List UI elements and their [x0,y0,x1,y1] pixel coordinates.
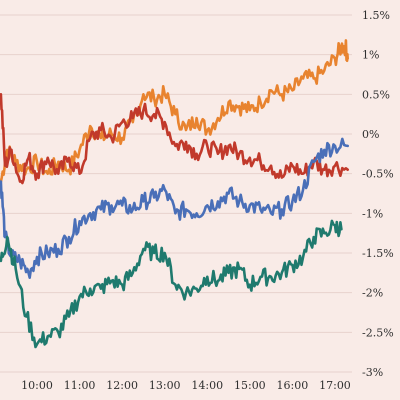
y-tick-label: -2% [362,287,383,300]
y-tick-label: 0% [362,128,379,141]
x-tick-label: 11:00 [64,379,96,392]
y-tick-label: 1.5% [362,9,390,22]
series-line-2 [0,93,350,185]
x-tick-label: 12:00 [106,379,138,392]
y-tick-label: -1.5% [362,247,394,260]
x-tick-label: 15:00 [234,379,266,392]
x-tick-label: 17:00 [319,379,351,392]
y-tick-label: 1% [362,49,379,62]
series-line-3 [0,137,350,280]
y-tick-label: -0.5% [362,168,394,181]
series-line-4 [0,219,343,349]
x-tick-label: 13:00 [149,379,181,392]
y-tick-label: -3% [362,366,383,379]
y-tick-label: 0.5% [362,88,390,101]
y-tick-label: -1% [362,207,383,220]
x-tick-label: 14:00 [191,379,223,392]
series-line-1 [0,39,350,183]
x-tick-label: 16:00 [277,379,309,392]
y-tick-label: -2.5% [362,326,394,339]
y-axis-tick-labels: 1.5% 1% 0.5% 0% -0.5% -1% -1.5% -2% -2.5% -3% [362,9,394,379]
series-lines [0,39,350,349]
x-axis-tick-labels: 10:00 11:00 12:00 13:00 14:00 15:00 16:00 17:00 [21,379,351,392]
x-tick-label: 10:00 [21,379,53,392]
